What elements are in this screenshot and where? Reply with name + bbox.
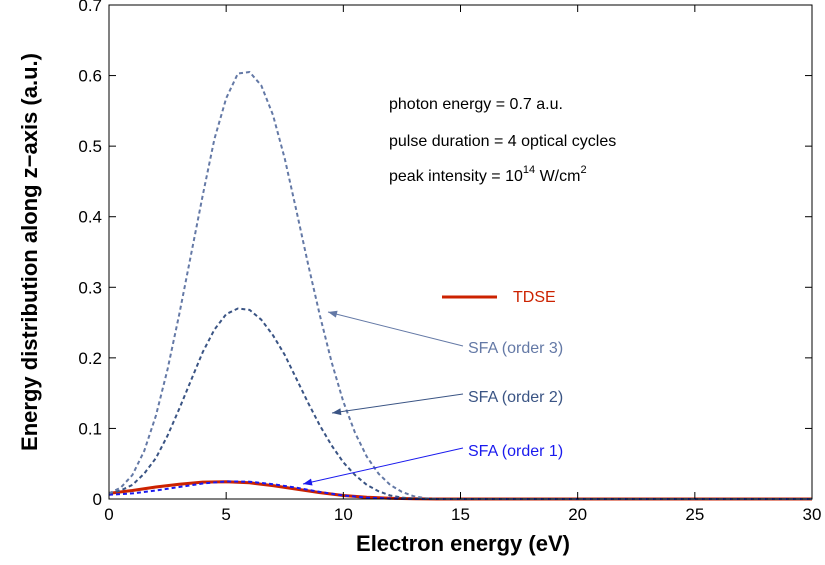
y-tick-label: 0.1 [78, 419, 102, 438]
peak-intensity-unit: W/cm [535, 168, 580, 185]
x-tick-label: 15 [451, 505, 470, 524]
arrow-head-sfa-order-3 [328, 310, 338, 318]
arrow-line-sfa-order-1 [302, 447, 464, 485]
tick-labels: 0 5 10 15 20 25 30 0 0.1 0.2 0.3 0.4 0.5 0.6 0.7 [78, 0, 821, 524]
y-tick-label: 0.3 [78, 278, 102, 297]
x-tick-label: 30 [803, 505, 822, 524]
y-tick-label: 0.6 [78, 67, 102, 86]
legend-tdse-label: TDSE [513, 289, 556, 306]
y-tick-label: 0.7 [78, 0, 102, 15]
arrow-line-sfa-order-2 [331, 393, 464, 414]
y-tick-label: 0 [93, 490, 102, 509]
x-tick-label: 5 [221, 505, 230, 524]
series-line-sfa-order-2 [108, 307, 812, 500]
legend-label-sfa-order-2: SFA (order 2) [468, 389, 563, 406]
peak-intensity-unit-exponent: 2 [580, 164, 586, 176]
y-tick-label: 0.5 [78, 137, 102, 156]
x-tick-label: 10 [334, 505, 353, 524]
peak-intensity-prefix: peak intensity = 10 [389, 168, 523, 185]
peak-intensity-exponent: 14 [523, 164, 535, 176]
axes-box [108, 4, 813, 500]
annotation-peak-intensity: peak intensity = 1014 W/cm2 [389, 164, 587, 185]
x-axis-title: Electron energy (eV) [356, 531, 570, 556]
legend-label-sfa-order-3: SFA (order 3) [468, 340, 563, 357]
arrow-head-sfa-order-2 [332, 408, 342, 416]
annotation-pulse-duration: pulse duration = 4 optical cycles [389, 133, 616, 150]
arrow-head-sfa-order-1 [303, 478, 313, 486]
annotation-photon-energy: photon energy = 0.7 a.u. [389, 96, 563, 113]
legend: TDSE SFA (order 3) SFA (order 2) SFA (order… [302, 289, 563, 486]
arrow-line-sfa-order-3 [327, 311, 464, 347]
legend-label-sfa-order-1: SFA (order 1) [468, 443, 563, 460]
series-line-sfa-order-3 [108, 71, 812, 500]
axes [108, 4, 813, 500]
x-tick-label: 0 [104, 505, 113, 524]
y-axis-title: Energy distribution along z−axis (a.u.) [17, 53, 42, 451]
y-tick-label: 0.2 [78, 349, 102, 368]
x-tick-label: 25 [685, 505, 704, 524]
x-tick-label: 20 [568, 505, 587, 524]
y-tick-label: 0.4 [78, 208, 102, 227]
